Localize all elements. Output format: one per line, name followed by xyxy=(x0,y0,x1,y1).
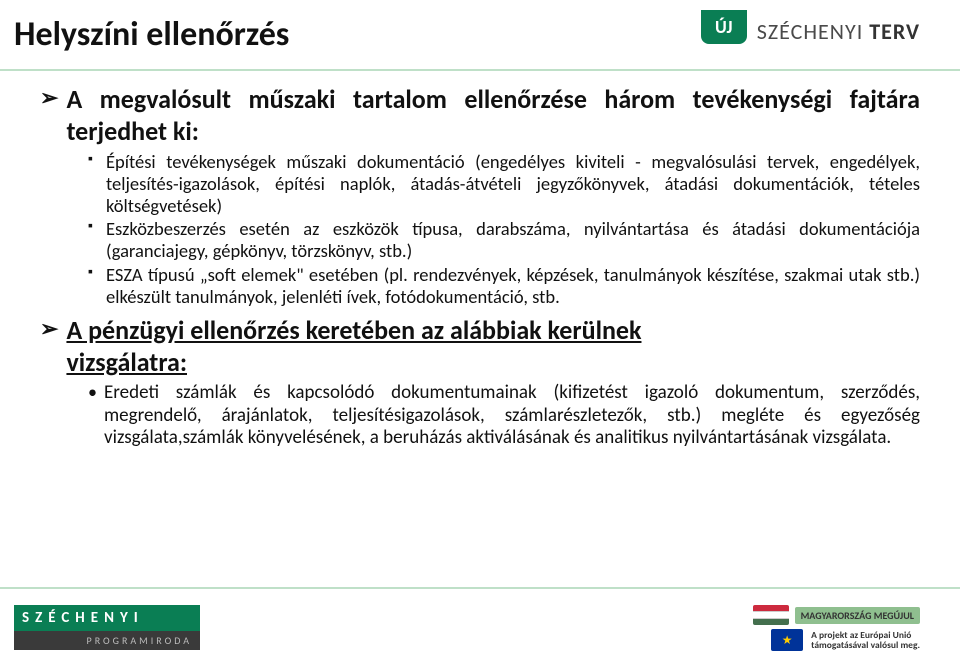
header: Helyszíni ellenőrzés ÚJ SZÉCHENYI TERV xyxy=(0,0,960,55)
main-point-2-text: A pénzügyi ellenőrzés keretében az alább… xyxy=(66,314,920,378)
main-point-2-line2: vizsgálatra: xyxy=(66,346,187,378)
brand-text: SZÉCHENYI TERV xyxy=(757,18,920,45)
eu-line-2: támogatásával valósul meg. xyxy=(811,639,920,651)
slide-content: ➢ A megvalósult műszaki tartalom ellenőr… xyxy=(0,79,960,450)
szechenyi-sub: PROGRAMIRODA xyxy=(14,631,200,650)
sub-bullet-list: Építési tevékenységek műszaki dokumentác… xyxy=(88,151,920,308)
szechenyi-program-logo: SZÉCHENYI PROGRAMIRODA xyxy=(14,605,200,651)
footer-badges: MAGYARORSZÁG MEGÚJUL ★ A projekt az Euró… xyxy=(753,605,920,651)
arrow-icon: ➢ xyxy=(40,314,58,344)
footer: SZÉCHENYI PROGRAMIRODA MAGYARORSZÁG MEGÚ… xyxy=(0,587,960,661)
eu-flag-icon: ★ xyxy=(771,629,803,651)
brand-light: SZÉCHENYI xyxy=(757,18,864,45)
page-title: Helyszíni ellenőrzés xyxy=(14,14,289,55)
eu-support-text: A projekt az Európai Unió támogatásával … xyxy=(811,630,920,651)
brand-logo: ÚJ SZÉCHENYI TERV xyxy=(701,14,920,48)
eu-badge: ★ A projekt az Európai Unió támogatásáva… xyxy=(771,629,920,651)
hungary-badge: MAGYARORSZÁG MEGÚJUL xyxy=(753,605,920,625)
uj-badge-icon: ÚJ xyxy=(701,10,747,44)
detail-bullet: Eredeti számlák és kapcsolódó dokumentum… xyxy=(88,382,920,450)
header-divider xyxy=(0,69,960,71)
arrow-icon: ➢ xyxy=(40,83,58,113)
main-point-2-line1: A pénzügyi ellenőrzés keretében az alább… xyxy=(66,314,641,346)
brand-bold: TERV xyxy=(869,18,920,45)
hungary-flag-icon xyxy=(753,605,789,625)
sub-bullet-2: Eszközbeszerzés esetén az eszközök típus… xyxy=(88,218,920,262)
szechenyi-name: SZÉCHENYI xyxy=(14,605,200,631)
sub-bullet-1: Építési tevékenységek műszaki dokumentác… xyxy=(88,151,920,216)
sub-bullet-3: ESZA típusú „soft elemek" esetében (pl. … xyxy=(88,264,920,308)
footer-right: MAGYARORSZÁG MEGÚJUL ★ A projekt az Euró… xyxy=(753,605,920,651)
main-point-1-text: A megvalósult műszaki tartalom ellenőrzé… xyxy=(66,83,920,147)
main-point-2: ➢ A pénzügyi ellenőrzés keretében az alá… xyxy=(40,314,920,378)
hungary-renew-label: MAGYARORSZÁG MEGÚJUL xyxy=(795,607,920,624)
main-point-1: ➢ A megvalósult műszaki tartalom ellenőr… xyxy=(40,83,920,147)
